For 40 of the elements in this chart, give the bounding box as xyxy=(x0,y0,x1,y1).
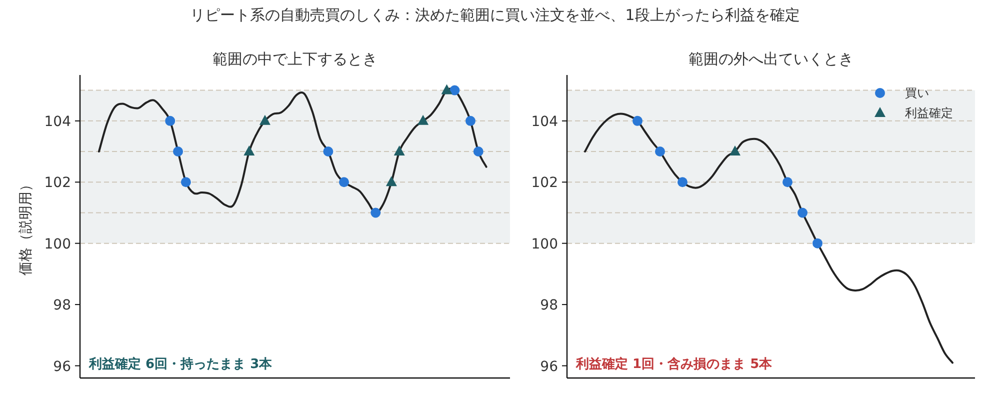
point xyxy=(812,238,822,248)
y-tick-label: 100 xyxy=(44,236,71,252)
point xyxy=(339,177,350,188)
point xyxy=(323,146,334,157)
text: リピート系の自動売買のしくみ：決めた範囲に買い注文を並べ、1段上がったら利益を確定 xyxy=(190,6,800,24)
point xyxy=(165,116,176,126)
y-tick-label: 100 xyxy=(531,236,558,252)
y-tick-label: 104 xyxy=(531,114,558,130)
point xyxy=(418,114,429,125)
y-tick-label: 102 xyxy=(44,175,71,192)
point xyxy=(173,146,184,157)
y-tick-label: 104 xyxy=(44,114,72,130)
point xyxy=(678,177,688,188)
point xyxy=(450,85,460,96)
point xyxy=(782,177,792,188)
y-tick-label: 98 xyxy=(540,298,558,314)
annotation: 利益確定 6回・持ったまま 3本 xyxy=(88,356,274,372)
y-tick-label: 96 xyxy=(53,358,72,375)
legend-label: 利益確定 xyxy=(905,106,953,120)
chart-title: 範囲の中で上下するとき xyxy=(212,50,378,68)
point xyxy=(394,146,405,156)
legend-label: 買い xyxy=(905,86,929,100)
point xyxy=(798,208,808,218)
point xyxy=(180,177,191,188)
point xyxy=(465,116,476,126)
chart-title: 範囲の外へ出ていくとき xyxy=(688,50,854,68)
point xyxy=(259,114,270,125)
point xyxy=(632,116,642,126)
y-tick-label: 98 xyxy=(53,298,71,314)
point xyxy=(386,176,397,186)
y-axis-title: 価格（説明用） xyxy=(18,178,34,276)
point xyxy=(441,84,452,94)
point xyxy=(473,146,484,157)
y-tick-label: 102 xyxy=(531,175,558,192)
annotation: 利益確定 1回・含み損のまま 5本 xyxy=(575,356,774,372)
point xyxy=(244,146,255,156)
point xyxy=(370,208,381,218)
point xyxy=(730,146,740,156)
point xyxy=(655,146,665,157)
y-tick-label: 96 xyxy=(540,358,558,375)
